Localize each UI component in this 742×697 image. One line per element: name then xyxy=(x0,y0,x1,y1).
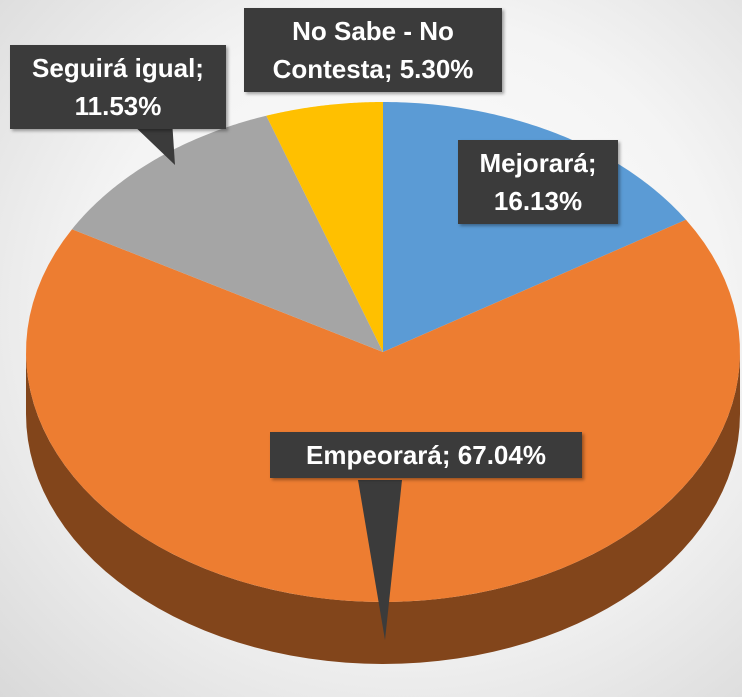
pie-side xyxy=(26,352,740,664)
label-pointer xyxy=(358,480,402,640)
pie-slice xyxy=(266,102,383,352)
data-label: Mejorará; 16.13% xyxy=(458,140,618,224)
data-label: Seguirá igual; 11.53% xyxy=(10,45,226,129)
data-label: No Sabe - No Contesta; 5.30% xyxy=(244,8,502,92)
label-pointer xyxy=(128,120,175,165)
data-label: Empeorará; 67.04% xyxy=(270,432,582,478)
pie-slice xyxy=(72,115,384,353)
pie-slice xyxy=(26,219,740,602)
